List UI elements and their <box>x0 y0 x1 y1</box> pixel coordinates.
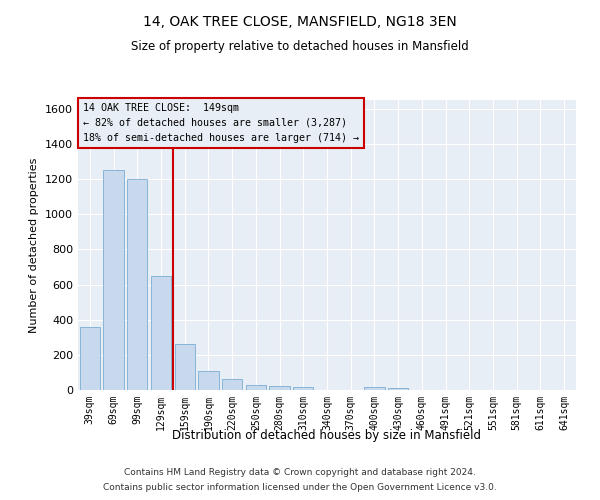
Text: Distribution of detached houses by size in Mansfield: Distribution of detached houses by size … <box>173 428 482 442</box>
Text: Contains public sector information licensed under the Open Government Licence v3: Contains public sector information licen… <box>103 483 497 492</box>
Text: 14 OAK TREE CLOSE:  149sqm
← 82% of detached houses are smaller (3,287)
18% of s: 14 OAK TREE CLOSE: 149sqm ← 82% of detac… <box>83 103 359 142</box>
Bar <box>199 370 218 390</box>
Bar <box>269 386 290 390</box>
Bar <box>222 378 242 390</box>
Bar <box>175 344 195 390</box>
Bar <box>388 388 408 390</box>
Text: Size of property relative to detached houses in Mansfield: Size of property relative to detached ho… <box>131 40 469 53</box>
Bar <box>364 388 385 390</box>
Bar <box>80 326 100 390</box>
Bar <box>151 276 171 390</box>
Bar <box>293 388 313 390</box>
Bar <box>103 170 124 390</box>
Bar <box>246 384 266 390</box>
Text: 14, OAK TREE CLOSE, MANSFIELD, NG18 3EN: 14, OAK TREE CLOSE, MANSFIELD, NG18 3EN <box>143 15 457 29</box>
Y-axis label: Number of detached properties: Number of detached properties <box>29 158 40 332</box>
Bar <box>127 179 148 390</box>
Text: Contains HM Land Registry data © Crown copyright and database right 2024.: Contains HM Land Registry data © Crown c… <box>124 468 476 477</box>
